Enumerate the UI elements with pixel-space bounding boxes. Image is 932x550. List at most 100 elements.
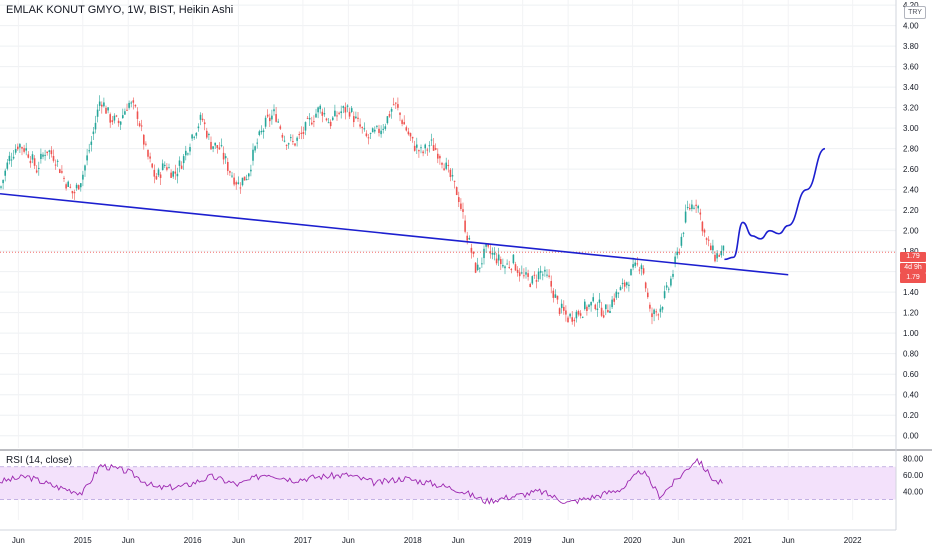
time-tick-label: 2019 [514, 536, 532, 545]
candle-body [657, 314, 660, 316]
candle-body [279, 126, 282, 129]
candle-body [527, 273, 529, 277]
time-tick-label: 2016 [184, 536, 202, 545]
candle-body [134, 104, 137, 107]
candle-body [422, 151, 424, 154]
candle-body [539, 270, 542, 273]
candle-body [155, 176, 158, 180]
candle-body [697, 205, 699, 209]
candle-body [119, 121, 122, 125]
candle-body [451, 175, 454, 177]
candle-body [680, 236, 683, 246]
candle-body [12, 156, 15, 159]
candle-body [357, 117, 359, 119]
candle-body [445, 162, 447, 169]
candle-body [323, 113, 326, 115]
candle-body [126, 109, 128, 111]
candle-body [573, 319, 576, 322]
candle-body [250, 169, 252, 172]
candle-body [216, 145, 219, 148]
time-tick-label: Jun [452, 536, 465, 545]
candle-body [470, 247, 473, 253]
candle-body [447, 164, 450, 167]
price-tick-label: 0.80 [903, 350, 919, 359]
candle-body [380, 130, 382, 135]
candle-body [306, 117, 309, 119]
candle-body [632, 264, 634, 268]
candle-body [42, 154, 44, 157]
candle-body [227, 161, 229, 171]
time-tick-label: Jun [562, 536, 575, 545]
candle-body [371, 128, 374, 133]
currency-badge[interactable]: TRY [904, 6, 926, 19]
candle-body [369, 132, 372, 134]
candle-body [588, 304, 590, 307]
candle-body [210, 141, 212, 150]
candle-body [292, 140, 294, 142]
candle-body [649, 304, 651, 309]
candle-body [145, 143, 147, 145]
candle-body [644, 282, 647, 289]
candle-body [647, 292, 649, 298]
candle-body [363, 128, 366, 130]
candle-body [124, 111, 126, 115]
candle-body [569, 313, 571, 317]
candle-body [229, 171, 231, 173]
candle-body [640, 265, 643, 270]
candle-body [182, 156, 185, 164]
candle-body [651, 313, 653, 318]
candle-body [439, 156, 441, 159]
candle-body [466, 235, 468, 241]
candle-body [668, 288, 670, 290]
candle-body [453, 180, 456, 182]
candle-body [187, 153, 189, 155]
candle-body [424, 144, 426, 149]
price-tick-label: 2.80 [903, 145, 919, 154]
rsi-title: RSI (14, close) [6, 455, 73, 466]
candle-body [609, 310, 611, 314]
candle-body [237, 182, 240, 184]
price-tick-label: 3.80 [903, 42, 919, 51]
candle-body [10, 159, 13, 161]
price-tick-label: 0.60 [903, 370, 919, 379]
candle-body [365, 133, 368, 137]
candle-body [392, 104, 395, 106]
candle-body [395, 102, 397, 104]
candle-body [560, 303, 563, 309]
price-grid [0, 0, 896, 520]
candle-body [56, 160, 59, 162]
candle-body [703, 229, 706, 233]
candle-body [712, 245, 714, 251]
candle-body [579, 313, 582, 316]
candle-body [315, 113, 317, 118]
candle-body [65, 184, 67, 189]
candle-body [407, 131, 410, 135]
candle-body [411, 136, 414, 139]
candle-body [273, 109, 275, 112]
candle-body [245, 179, 248, 181]
candle-body [340, 111, 342, 114]
candle-body [575, 311, 578, 319]
time-tick-label: 2018 [404, 536, 422, 545]
candle-body [342, 106, 345, 108]
candle-body [525, 272, 527, 275]
candle-body [287, 143, 290, 145]
price-tick-label: 4.20 [903, 1, 919, 10]
candle-body [487, 244, 489, 247]
candle-body [350, 108, 353, 113]
candle-body [73, 192, 76, 194]
candle-body [613, 298, 615, 302]
candle-body [231, 175, 233, 177]
candle-body [430, 139, 433, 141]
candle-body [676, 251, 678, 256]
candle-body [40, 153, 42, 160]
candle-body [693, 207, 695, 209]
candle-body [449, 169, 452, 178]
candle-body [21, 147, 23, 149]
candle-body [275, 114, 277, 122]
candle-body [176, 173, 179, 177]
candle-body [428, 145, 431, 147]
candle-body [716, 253, 718, 259]
